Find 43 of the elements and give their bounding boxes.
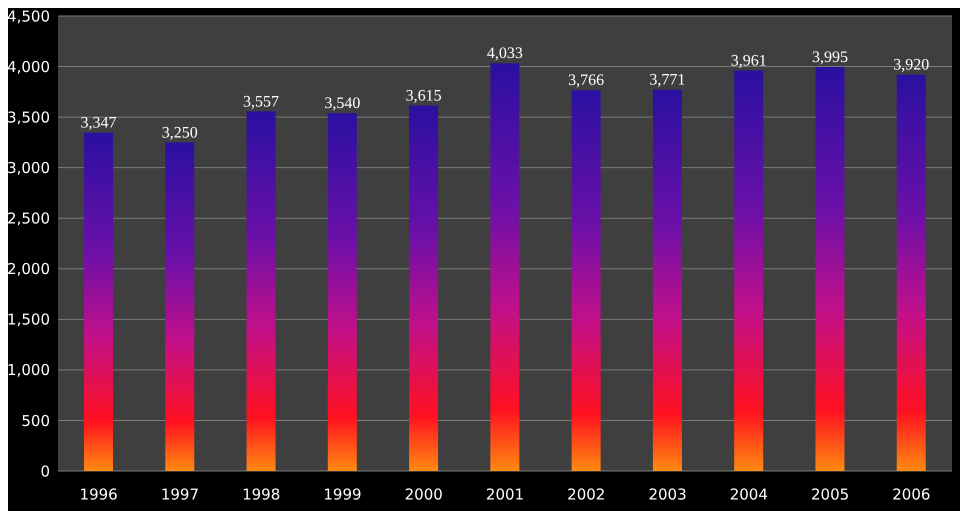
- y-tick-label: 0: [40, 462, 50, 480]
- data-label: 3,995: [812, 49, 848, 66]
- bar: [652, 90, 682, 471]
- y-tick-label: 4,500: [7, 7, 50, 26]
- x-tick-label: 1997: [160, 486, 200, 504]
- y-tick-label: 500: [21, 412, 50, 430]
- y-tick-label: 3,500: [7, 108, 50, 126]
- x-tick-label: 1996: [80, 486, 118, 504]
- data-label: 4,033: [486, 45, 523, 62]
- bar: [896, 74, 926, 471]
- x-tick-label: 1998: [242, 486, 280, 504]
- data-label: 3,347: [80, 114, 117, 132]
- data-label: 3,961: [730, 52, 767, 70]
- data-label: 3,615: [406, 87, 442, 104]
- y-tick-label: 3,000: [7, 158, 50, 177]
- x-tick-label: 2004: [730, 486, 768, 504]
- x-tick-label: 2003: [648, 486, 687, 504]
- y-tick-label: 4,000: [7, 58, 50, 76]
- bar: [165, 142, 194, 471]
- bar: [328, 113, 357, 471]
- x-tick-label: 2005: [810, 486, 850, 504]
- x-tick-label: 1999: [323, 486, 362, 504]
- x-tick-label: 2006: [892, 486, 930, 504]
- y-tick-label: 2,500: [7, 210, 50, 228]
- data-label: 3,250: [162, 124, 198, 142]
- x-tick-label: 2000: [404, 486, 443, 504]
- x-tick-label: 2001: [486, 486, 524, 504]
- y-tick-label: 1,000: [7, 361, 50, 380]
- bar: [84, 132, 114, 471]
- bar: [572, 90, 601, 471]
- bar: [409, 105, 438, 471]
- bar: [246, 111, 276, 471]
- y-tick-label: 2,000: [7, 260, 50, 278]
- x-tick-label: 2002: [567, 486, 606, 504]
- bar: [490, 63, 520, 471]
- data-label: 3,771: [649, 72, 686, 89]
- data-label: 3,766: [568, 72, 604, 90]
- data-label: 3,540: [324, 95, 360, 112]
- y-tick-label: 1,500: [7, 310, 50, 329]
- bar: [815, 67, 844, 471]
- data-label: 3,920: [893, 56, 930, 74]
- bar: [734, 70, 764, 471]
- data-label: 3,557: [243, 93, 280, 110]
